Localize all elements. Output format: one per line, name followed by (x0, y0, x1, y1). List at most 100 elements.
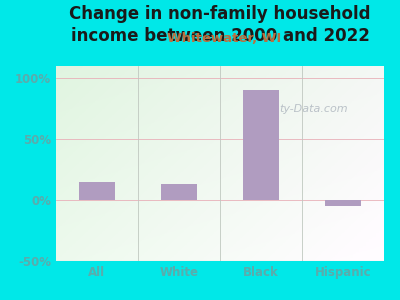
Bar (56, 245, 384, 247)
Bar (56, 115, 384, 117)
Bar (56, 224, 384, 226)
Bar (56, 109, 384, 111)
Bar (56, 236, 384, 238)
Bar (56, 206, 384, 208)
Bar (56, 218, 384, 220)
Bar (56, 181, 384, 183)
Bar (56, 95, 384, 97)
Bar (56, 130, 384, 132)
Bar (56, 169, 384, 171)
Bar (56, 128, 384, 130)
Bar (56, 87, 384, 89)
Bar (56, 200, 384, 202)
Bar (160, 184, 198, 200)
Bar (56, 253, 384, 255)
Bar (56, 152, 384, 154)
Bar (56, 91, 384, 93)
Bar (56, 249, 384, 251)
Bar (56, 101, 384, 103)
Bar (56, 177, 384, 179)
Bar (56, 80, 384, 82)
Bar (56, 142, 384, 144)
Bar (56, 72, 384, 74)
Bar (56, 212, 384, 214)
Bar (56, 154, 384, 156)
Bar (56, 156, 384, 158)
Bar (56, 220, 384, 222)
Bar (56, 148, 384, 150)
Bar (56, 239, 384, 242)
Bar (56, 257, 384, 259)
Bar (56, 161, 384, 164)
Bar (56, 242, 384, 244)
Bar (56, 89, 384, 91)
Bar (56, 230, 384, 232)
Bar (242, 90, 280, 200)
Bar (56, 171, 384, 173)
Bar (56, 76, 384, 78)
Bar (56, 121, 384, 122)
Bar (56, 68, 384, 70)
Bar (56, 82, 384, 83)
Bar (56, 99, 384, 101)
Bar (56, 238, 384, 239)
Bar (56, 173, 384, 175)
Bar (56, 243, 384, 245)
Title: Change in non-family household
income between 2000 and 2022: Change in non-family household income be… (69, 5, 371, 45)
Bar (56, 226, 384, 228)
Bar (56, 164, 384, 165)
Bar (56, 247, 384, 249)
Bar (56, 179, 384, 181)
Bar (78, 182, 116, 200)
Bar (56, 97, 384, 99)
Bar (56, 117, 384, 118)
Bar (56, 199, 384, 201)
Bar (56, 208, 384, 210)
Bar (56, 103, 384, 105)
Bar (56, 93, 384, 95)
Bar (56, 175, 384, 177)
Bar (56, 138, 384, 140)
Bar (56, 255, 384, 257)
Bar (56, 228, 384, 230)
Bar (56, 70, 384, 72)
Bar (56, 210, 384, 212)
Bar (56, 214, 384, 216)
Bar (56, 124, 384, 126)
Bar (56, 118, 384, 121)
Bar (56, 259, 384, 261)
Bar (56, 146, 384, 148)
Bar (56, 197, 384, 199)
Bar (56, 232, 384, 234)
Bar (56, 127, 384, 128)
Bar (56, 195, 384, 197)
Bar (56, 66, 384, 68)
Bar (56, 191, 384, 193)
Bar (56, 150, 384, 152)
Text: ty-Data.com: ty-Data.com (279, 104, 348, 114)
Bar (56, 202, 384, 205)
Bar (56, 78, 384, 80)
Bar (56, 222, 384, 224)
Bar (56, 251, 384, 253)
Bar (56, 136, 384, 138)
Bar (56, 83, 384, 85)
Bar (56, 158, 384, 160)
Bar (56, 85, 384, 87)
Bar (56, 160, 384, 161)
Bar (56, 113, 384, 115)
Text: Whitewater, WI: Whitewater, WI (167, 32, 281, 44)
Bar (56, 193, 384, 195)
Bar (56, 187, 384, 189)
Bar (56, 144, 384, 146)
Bar (56, 189, 384, 191)
Bar (56, 74, 384, 76)
Bar (56, 216, 384, 218)
Bar (324, 200, 362, 206)
Bar (56, 105, 384, 107)
Bar (56, 167, 384, 169)
Bar (56, 185, 384, 187)
Bar (56, 205, 384, 206)
Bar (56, 132, 384, 134)
Bar (56, 165, 384, 167)
